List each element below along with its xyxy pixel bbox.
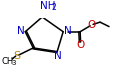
Text: N: N — [54, 51, 62, 61]
Text: N: N — [17, 26, 25, 36]
Text: 3: 3 — [12, 60, 16, 66]
Text: N: N — [64, 26, 72, 36]
Text: 2: 2 — [52, 3, 57, 12]
Text: NH: NH — [40, 1, 55, 11]
Text: O: O — [76, 40, 85, 50]
Text: S: S — [14, 51, 21, 61]
Text: O: O — [88, 20, 96, 30]
Text: CH: CH — [2, 57, 14, 66]
